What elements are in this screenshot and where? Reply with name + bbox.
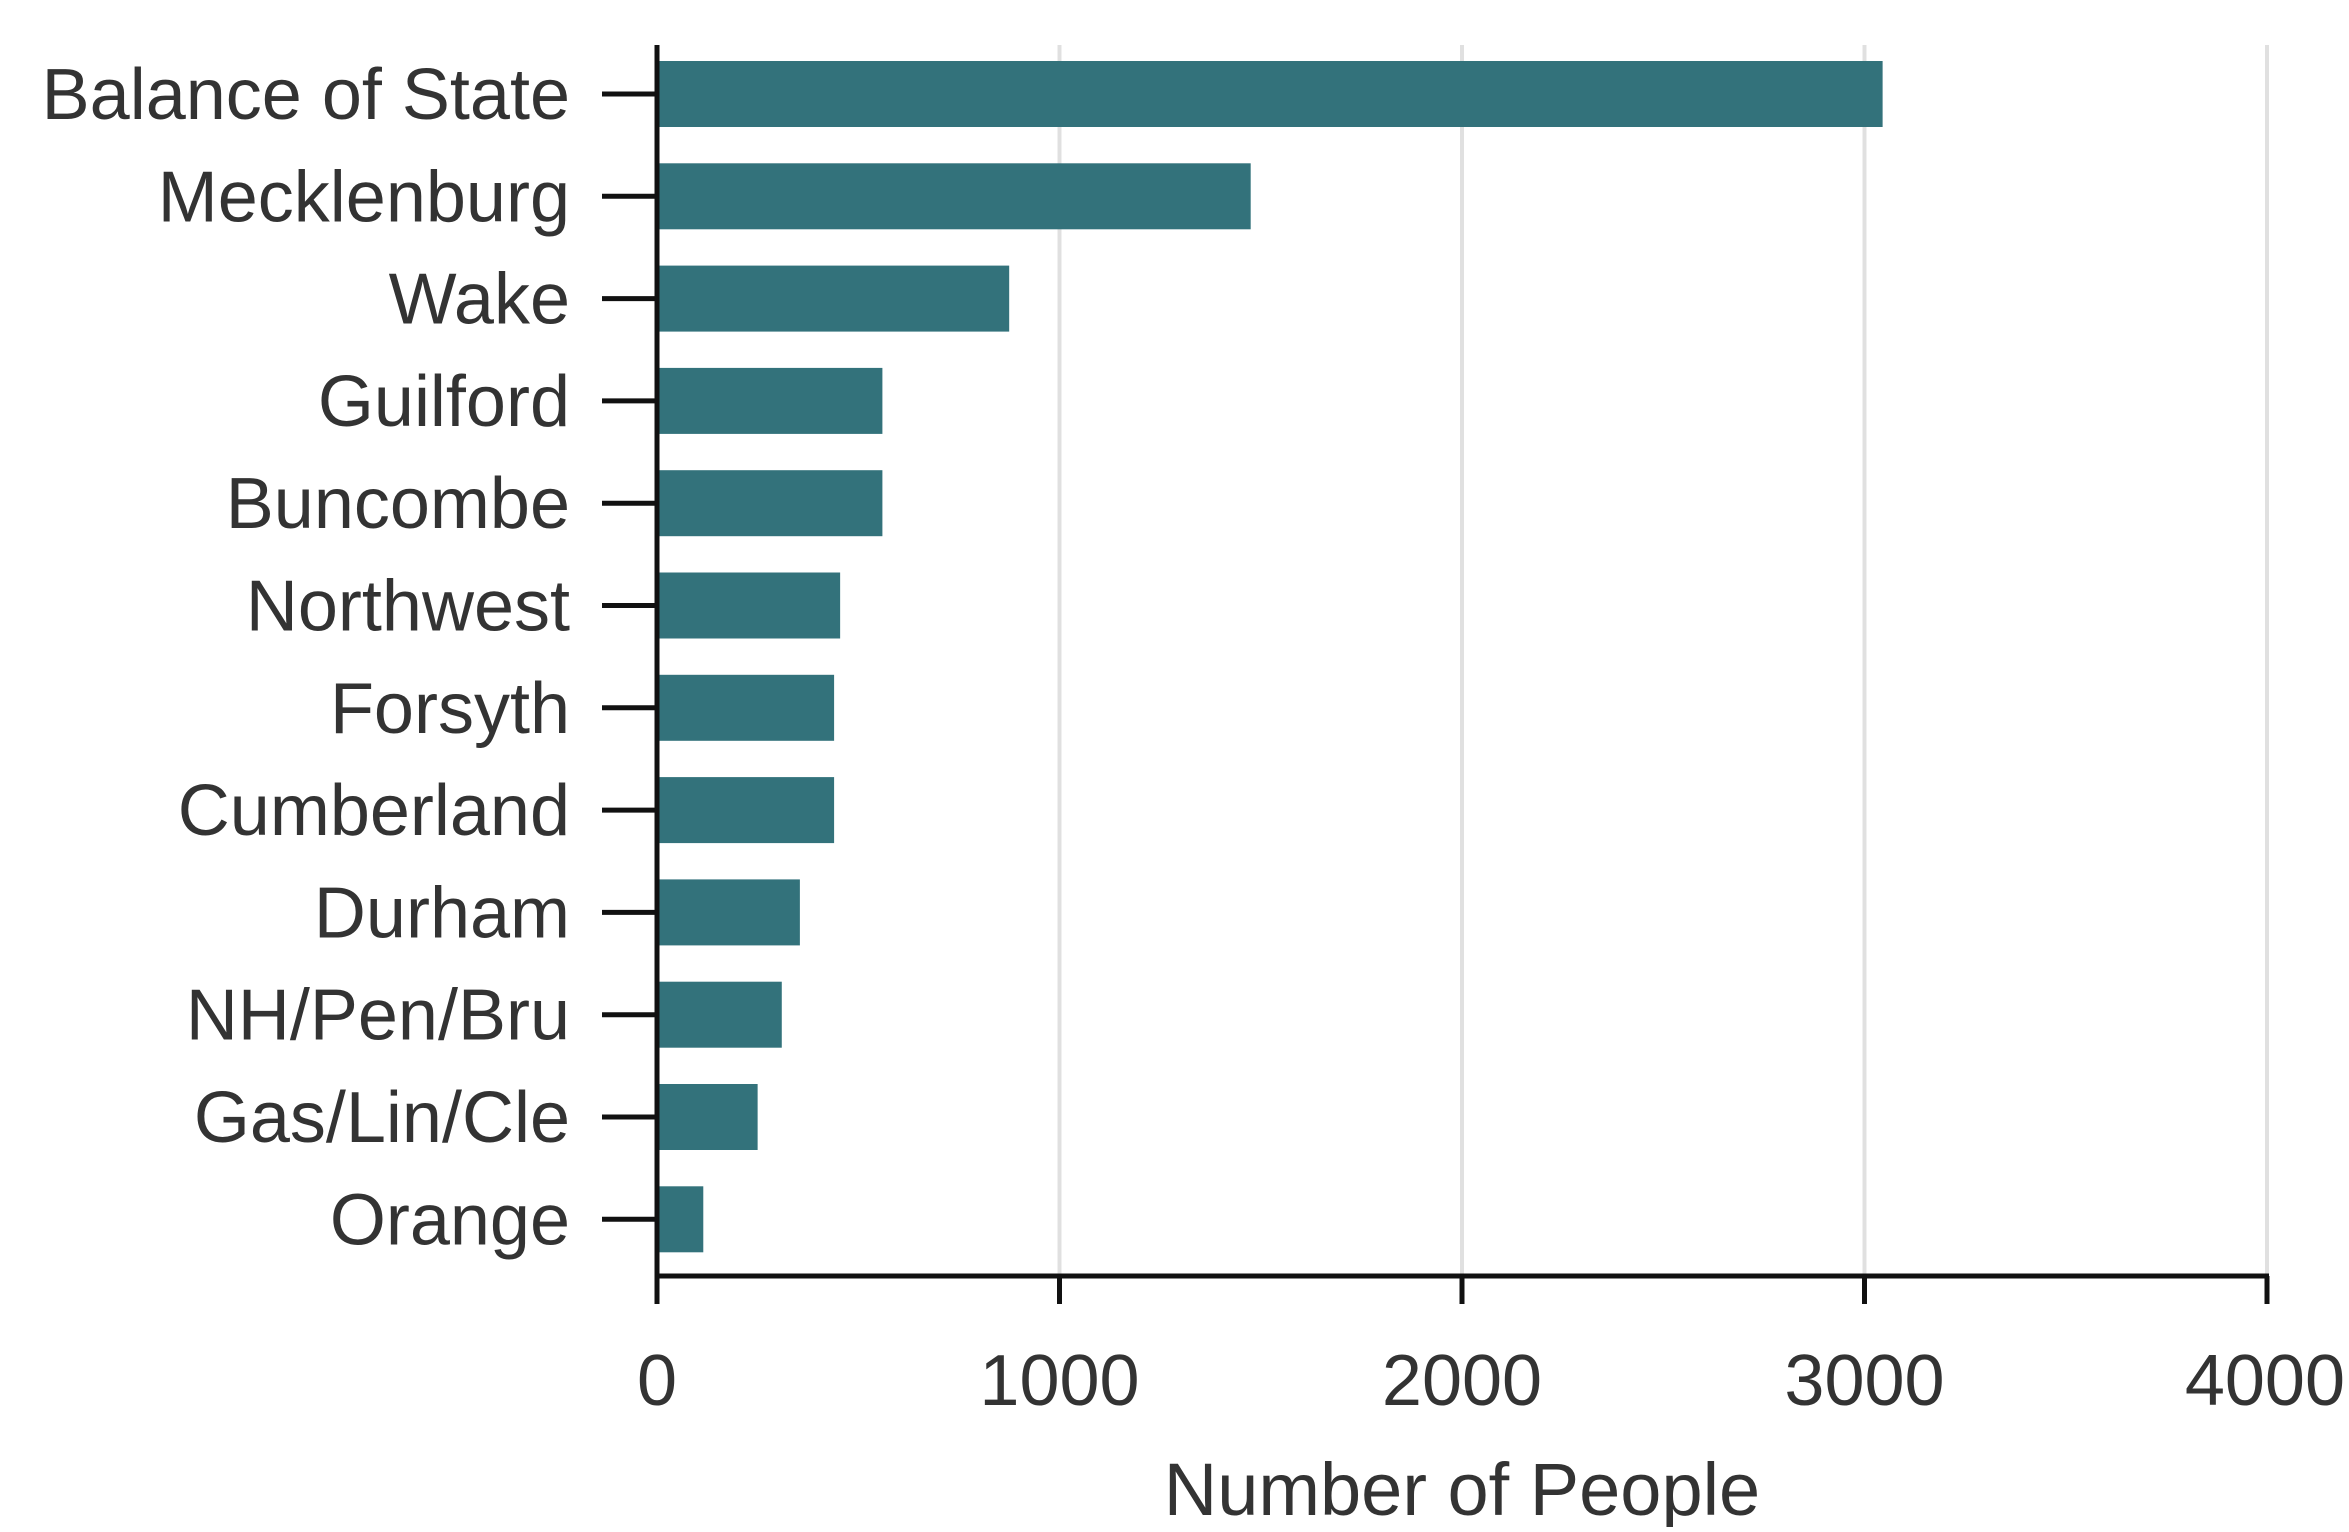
bar [657, 981, 782, 1048]
bar [657, 265, 1010, 332]
category-label: Forsyth [330, 669, 570, 749]
category-label: Guilford [318, 362, 570, 442]
bar [657, 777, 835, 844]
bar [657, 572, 841, 639]
x-tick-label: 1000 [979, 1341, 1139, 1421]
bars [657, 61, 1883, 1253]
category-label: Orange [330, 1180, 570, 1260]
category-label: Durham [314, 873, 570, 953]
category-label: NH/Pen/Bru [186, 976, 570, 1056]
bar [657, 1186, 704, 1253]
category-label: Northwest [246, 567, 570, 647]
bar [657, 1084, 758, 1150]
axes [602, 45, 2270, 1304]
bar [657, 367, 883, 434]
category-label: Balance of State [42, 55, 570, 135]
category-label: Buncombe [226, 464, 570, 544]
category-label: Gas/Lin/Cle [194, 1078, 570, 1158]
bar [657, 470, 883, 537]
bar [657, 879, 800, 946]
category-label: Cumberland [178, 771, 570, 851]
bar [657, 163, 1251, 230]
category-label: Wake [389, 260, 570, 340]
x-tick-label: 2000 [1382, 1341, 1542, 1421]
bar [657, 61, 1883, 127]
x-axis-title: Number of People [1164, 1448, 1760, 1527]
x-tick-label: 0 [637, 1341, 677, 1421]
grid-lines [1057, 45, 2269, 1276]
bar [657, 674, 835, 741]
labels: 0 1000 2000 3000 4000 Balance of State Mecklen… [42, 55, 2345, 1421]
category-label: Mecklenburg [158, 157, 570, 237]
x-tick-label: 3000 [1784, 1341, 1944, 1421]
x-tick-label: 4000 [2185, 1341, 2345, 1421]
